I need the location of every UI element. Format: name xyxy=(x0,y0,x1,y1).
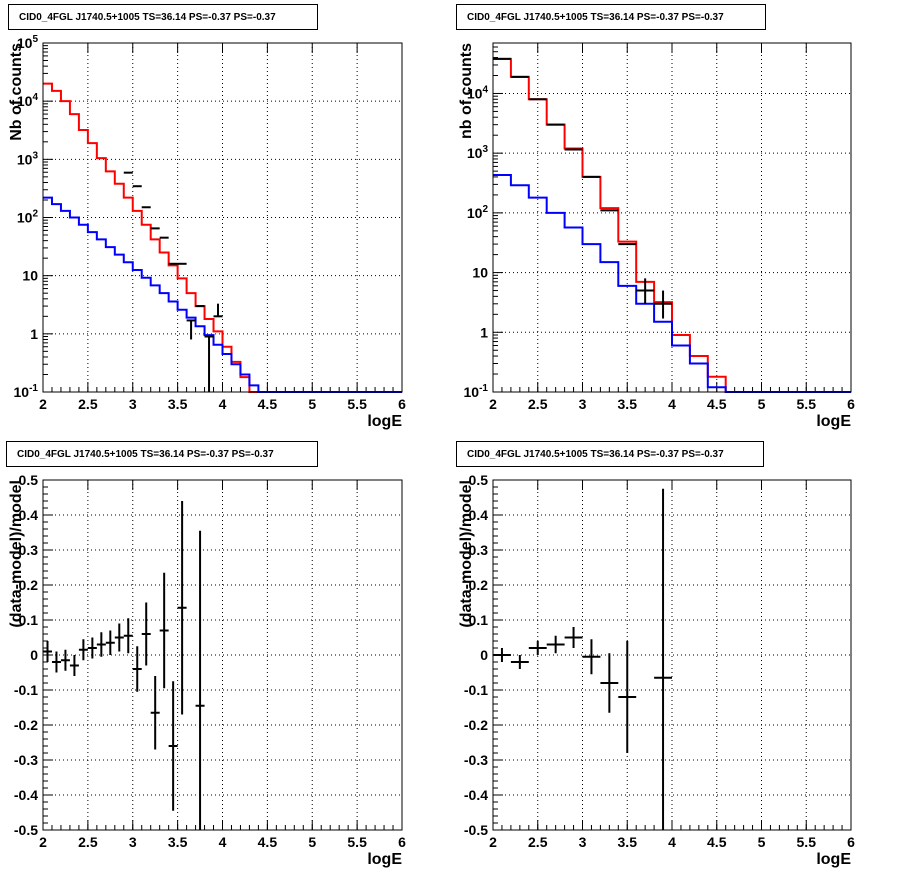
y-tick-label: 10-1 xyxy=(464,383,489,400)
panel-2-title: CID0_4FGL J1740.5+1005 TS=36.14 PS=-0.37… xyxy=(456,4,766,30)
y-tick-label: 0.2 xyxy=(19,577,39,593)
x-tick-label: 2.5 xyxy=(78,396,98,412)
x-tick-label: 2.5 xyxy=(528,834,548,850)
x-tick-label: 4 xyxy=(219,396,227,412)
x-tick-label: 3.5 xyxy=(618,834,638,850)
x-tick-label: 4 xyxy=(668,396,676,412)
y-tick-label: 0.4 xyxy=(469,507,489,523)
x-tick-label: 6 xyxy=(847,834,855,850)
x-tick-label: 5.5 xyxy=(797,396,817,412)
y-tick-label: 0.3 xyxy=(469,542,489,558)
panel-3-title: CID0_4FGL J1740.5+1005 TS=36.14 PS=-0.37… xyxy=(6,441,318,467)
x-axis-title: logE xyxy=(816,851,851,868)
plot-frame xyxy=(42,42,403,393)
y-tick-label: -0.5 xyxy=(14,822,38,838)
y-tick-label: 102 xyxy=(467,204,489,221)
y-tick-label: 0.5 xyxy=(469,472,489,488)
x-axis-title: logE xyxy=(816,413,851,430)
x-tick-label: 5.5 xyxy=(347,834,367,850)
panel-1-title: CID0_4FGL J1740.5+1005 TS=36.14 PS=-0.37… xyxy=(8,4,318,30)
y-axis-title: nb of counts xyxy=(458,43,475,139)
y-tick-label: 0.4 xyxy=(19,507,39,523)
x-tick-label: 6 xyxy=(398,834,406,850)
x-tick-label: 2 xyxy=(39,834,47,850)
y-tick-label: 1 xyxy=(480,324,488,340)
x-tick-label: 5 xyxy=(758,834,766,850)
x-tick-label: 4 xyxy=(219,834,227,850)
y-tick-label: -0.3 xyxy=(14,752,38,768)
x-tick-label: 5 xyxy=(308,834,316,850)
panel-4-title: CID0_4FGL J1740.5+1005 TS=36.14 PS=-0.37… xyxy=(456,441,764,467)
x-tick-label: 2.5 xyxy=(78,834,98,850)
y-tick-label: 10 xyxy=(472,265,488,281)
y-tick-label: 0.1 xyxy=(19,612,39,628)
x-tick-label: 3 xyxy=(579,834,587,850)
plot-frame xyxy=(492,42,852,393)
x-tick-label: 3.5 xyxy=(168,396,188,412)
y-tick-label: -0.5 xyxy=(464,822,488,838)
plot-frame xyxy=(492,479,852,831)
x-tick-label: 6 xyxy=(847,396,855,412)
x-tick-label: 3 xyxy=(129,396,137,412)
x-tick-label: 5 xyxy=(308,396,316,412)
y-tick-label: 102 xyxy=(17,209,39,226)
y-tick-label: -0.2 xyxy=(464,717,488,733)
y-tick-label: -0.4 xyxy=(464,787,488,803)
x-tick-label: 2 xyxy=(39,396,47,412)
y-tick-label: 1 xyxy=(30,326,38,342)
x-tick-label: 4.5 xyxy=(707,396,727,412)
x-tick-label: 3.5 xyxy=(168,834,188,850)
y-axis-title: (data-model)/model xyxy=(458,480,475,628)
y-tick-label: 104 xyxy=(467,84,489,101)
y-tick-label: 0 xyxy=(30,647,38,663)
x-tick-label: 5.5 xyxy=(797,834,817,850)
x-axis-title: logE xyxy=(367,413,402,430)
x-tick-label: 4.5 xyxy=(707,834,727,850)
x-tick-label: 4 xyxy=(668,834,676,850)
y-tick-label: -0.3 xyxy=(464,752,488,768)
x-tick-label: 2.5 xyxy=(528,396,548,412)
y-tick-label: 10 xyxy=(22,268,38,284)
x-tick-label: 2 xyxy=(489,396,497,412)
x-tick-label: 5.5 xyxy=(347,396,367,412)
y-tick-label: 0.2 xyxy=(469,577,489,593)
y-tick-label: 0.5 xyxy=(19,472,39,488)
x-tick-label: 4.5 xyxy=(258,834,278,850)
y-tick-label: 0 xyxy=(480,647,488,663)
y-tick-label: -0.1 xyxy=(464,682,488,698)
y-tick-label: 104 xyxy=(17,92,39,109)
y-tick-label: -0.1 xyxy=(14,682,38,698)
panel-1-plot: 2 2.5 3 3.5 4 4.5 5 5.5 6 10-1 1 10 102 103 104 105 logE… xyxy=(8,34,406,430)
y-tick-label: 103 xyxy=(467,144,489,161)
x-tick-label: 2 xyxy=(489,834,497,850)
x-tick-label: 5 xyxy=(758,396,766,412)
plot-frame xyxy=(42,479,403,831)
y-tick-label: 0.3 xyxy=(19,542,39,558)
y-tick-label: 10-1 xyxy=(14,383,39,400)
x-tick-label: 4.5 xyxy=(258,396,278,412)
panel-3-plot: 2 2.5 3 3.5 4 4.5 5 5.5 6 -0.5 -0.4 -0.3 -0.2 -0.1 0 0.… xyxy=(8,472,406,868)
y-tick-label: -0.2 xyxy=(14,717,38,733)
x-tick-label: 3 xyxy=(579,396,587,412)
x-axis-title: logE xyxy=(367,851,402,868)
y-tick-label: 103 xyxy=(17,150,39,167)
y-axis-title: (data-model)/model xyxy=(8,480,25,628)
y-tick-label: -0.4 xyxy=(14,787,38,803)
x-tick-label: 3.5 xyxy=(618,396,638,412)
x-tick-label: 6 xyxy=(398,396,406,412)
source_model-histogram xyxy=(43,196,402,393)
y-tick-label: 0.1 xyxy=(469,612,489,628)
y-axis-title: Nb of counts xyxy=(8,43,25,141)
y-tick-label: 105 xyxy=(17,34,39,51)
panel-4-plot: 2 2.5 3 3.5 4 4.5 5 5.5 6 -0.5 -0.4 -0.3 -0.2 -0.1 0 0.… xyxy=(458,472,855,868)
x-tick-label: 3 xyxy=(129,834,137,850)
panel-2-plot: 2 2.5 3 3.5 4 4.5 5 5.5 6 10-1 1 10 102 103 104 logE nb … xyxy=(458,42,855,430)
